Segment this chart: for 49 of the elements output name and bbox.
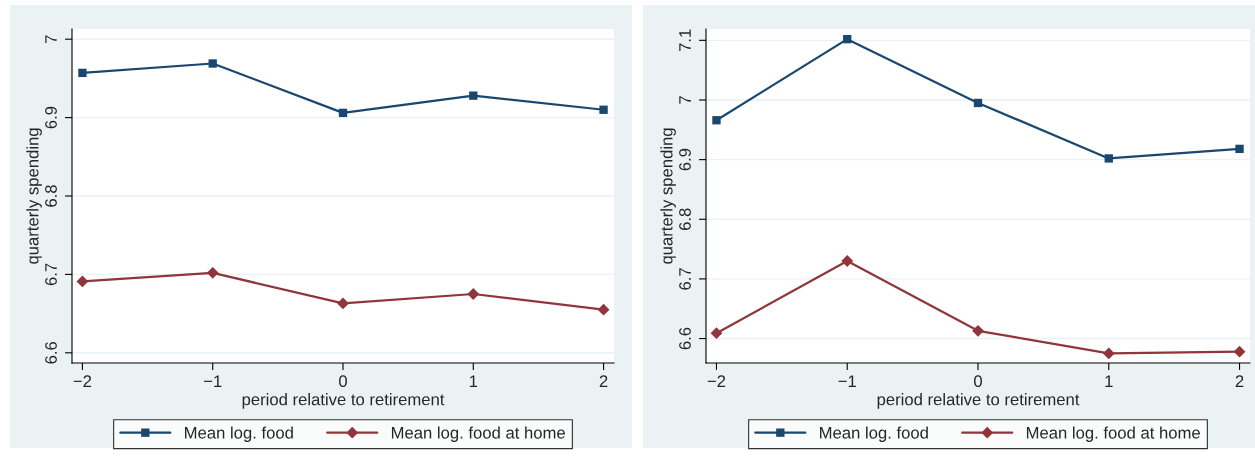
x-tick-label: 2 — [1235, 375, 1244, 387]
y-tick-label: 6.8 — [45, 185, 57, 207]
point — [469, 91, 478, 100]
y-tick-label: 7 — [45, 35, 57, 43]
y-tick-label: 6.7 — [679, 268, 691, 290]
point — [712, 116, 721, 125]
x-tick-label: 1 — [1105, 375, 1113, 387]
x-tick-label: −1 — [838, 375, 856, 387]
point — [599, 105, 608, 114]
y-tick-label: 7.1 — [679, 29, 691, 52]
x-axis-title: period relative to retirement — [877, 393, 1080, 409]
point — [208, 59, 217, 68]
y-tick-label: 6.7 — [45, 263, 57, 286]
y-axis-title: quarterly spending — [660, 128, 676, 264]
y-axis-title: quarterly spending — [26, 128, 42, 264]
point — [467, 288, 480, 300]
point — [78, 68, 87, 78]
point — [1233, 345, 1246, 358]
x-tick-label: −2 — [73, 375, 92, 387]
y-tick-label: 6.9 — [45, 106, 57, 129]
point — [841, 255, 854, 267]
point — [338, 108, 348, 118]
y-tick-label: 6.6 — [45, 341, 57, 364]
point — [1104, 154, 1113, 163]
point — [337, 297, 349, 310]
point — [597, 303, 610, 316]
point — [1102, 347, 1115, 360]
x-tick-label: 0 — [974, 375, 982, 388]
y-tick-label: 6.9 — [679, 148, 691, 171]
x-tick-label: 1 — [469, 375, 478, 387]
point — [206, 266, 219, 279]
legend-label: Mean log. food at home — [1026, 426, 1200, 442]
point — [1235, 144, 1244, 154]
y-tick-label: 6.8 — [679, 208, 691, 230]
point — [710, 327, 723, 340]
legend-label: Mean log. food at home — [391, 426, 565, 442]
x-axis-title: period relative to retirement — [242, 393, 445, 409]
point — [972, 324, 984, 337]
legend-label: Mean log. food — [185, 426, 293, 442]
x-tick-label: 2 — [599, 375, 608, 387]
y-tick-label: 6.6 — [679, 327, 691, 350]
point — [843, 34, 852, 44]
x-tick-label: 0 — [339, 375, 347, 388]
x-tick-label: −1 — [204, 375, 222, 387]
point — [76, 275, 89, 288]
x-tick-label: −2 — [707, 375, 726, 387]
legend-label: Mean log. food — [820, 426, 928, 442]
point — [973, 98, 983, 108]
y-tick-label: 7 — [679, 96, 691, 104]
